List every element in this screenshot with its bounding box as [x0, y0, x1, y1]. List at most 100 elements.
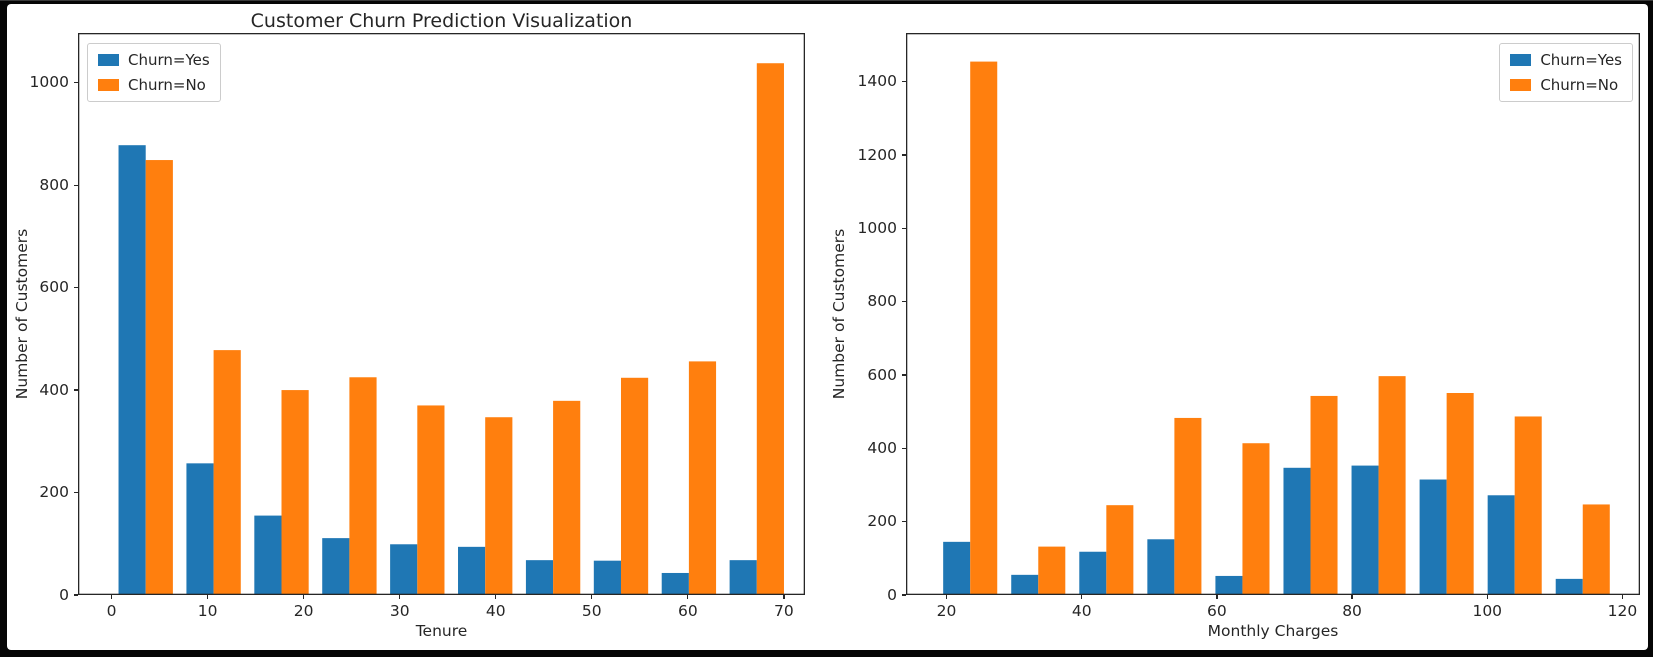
- y-tick: [74, 82, 78, 84]
- legend-label-churn-yes: Churn=Yes: [128, 51, 210, 69]
- y-tick-label: 200: [867, 512, 897, 531]
- x-tick-label: 60: [1207, 601, 1227, 620]
- y-tick: [74, 491, 78, 494]
- bar-churn-yes: [943, 541, 971, 595]
- x-tick-label: 80: [1342, 601, 1362, 620]
- bar-churn-no: [553, 400, 581, 595]
- legend-swatch-churn-yes: [1510, 54, 1532, 66]
- y-tick: [902, 521, 906, 523]
- y-tick: [902, 374, 906, 376]
- x-tick-label: 0: [106, 601, 117, 620]
- bar-churn-no: [1310, 395, 1338, 595]
- y-tick-label: 800: [39, 175, 69, 194]
- legend-swatch-churn-no: [1510, 79, 1532, 91]
- y-tick: [74, 389, 78, 391]
- x-axis-label-tenure: Tenure: [415, 622, 468, 640]
- bar-churn-yes: [1011, 574, 1039, 595]
- right-chart-plot: [906, 33, 1640, 595]
- x-tick: [1351, 595, 1353, 599]
- bar-churn-no: [1106, 505, 1134, 595]
- bar-churn-no: [1446, 393, 1474, 595]
- x-axis-label-monthly-charges: Monthly Charges: [1207, 622, 1339, 640]
- bar-churn-yes: [322, 538, 350, 595]
- bar-churn-yes: [1079, 551, 1107, 595]
- y-tick: [902, 154, 906, 156]
- x-tick: [687, 595, 689, 599]
- bar-churn-no: [281, 390, 309, 595]
- legend-entry-churn-no: Churn=No: [98, 76, 210, 94]
- y-axis-label-left: Number of Customers: [13, 228, 31, 400]
- bar-churn-yes: [186, 463, 214, 595]
- bar-churn-yes: [1555, 578, 1583, 595]
- x-tick-label: 40: [1071, 601, 1092, 620]
- bar-churn-yes: [254, 515, 282, 595]
- bar-churn-no: [688, 361, 717, 595]
- x-tick-label: 50: [581, 601, 602, 620]
- legend-swatch-churn-yes: [98, 54, 119, 66]
- x-tick: [399, 595, 401, 599]
- legend-label-churn-yes: Churn=Yes: [1540, 51, 1622, 69]
- bar-churn-no: [349, 377, 377, 595]
- figure-canvas: Customer Churn Prediction Visualization …: [7, 4, 1648, 650]
- y-tick: [902, 594, 906, 596]
- bar-churn-no: [417, 405, 445, 595]
- x-tick-label: 60: [677, 601, 698, 620]
- bar-churn-yes: [1215, 575, 1243, 595]
- y-tick: [902, 81, 906, 83]
- bar-churn-yes: [729, 560, 757, 595]
- y-tick-label: 1200: [857, 145, 897, 164]
- y-tick-label: 800: [867, 292, 897, 311]
- bar-churn-no: [1514, 416, 1542, 595]
- x-tick-label: 120: [1607, 601, 1638, 620]
- y-tick-label: 0: [59, 585, 69, 604]
- left-chart-plot: [78, 33, 805, 595]
- legend-left-chart: Churn=Yes Churn=No: [87, 43, 221, 102]
- x-tick-label: 10: [197, 601, 218, 620]
- bar-churn-no: [1242, 443, 1270, 595]
- y-tick: [74, 184, 78, 186]
- bar-churn-yes: [1419, 479, 1447, 595]
- x-tick-label: 30: [389, 601, 410, 620]
- y-tick: [902, 227, 906, 230]
- left-chart-axes: Churn=Yes Churn=No: [78, 33, 805, 595]
- x-tick-label: 40: [485, 601, 506, 620]
- y-tick-label: 600: [39, 278, 69, 297]
- bar-churn-yes: [1351, 465, 1379, 595]
- legend-entry-churn-no: Churn=No: [1510, 76, 1622, 94]
- bar-churn-no: [1582, 504, 1610, 595]
- y-tick: [74, 594, 78, 596]
- legend-swatch-churn-no: [98, 79, 119, 91]
- y-tick: [902, 447, 906, 449]
- y-tick-label: 200: [39, 483, 69, 502]
- bar-churn-yes: [525, 560, 554, 595]
- bar-churn-no: [1038, 546, 1066, 595]
- x-tick: [591, 595, 593, 599]
- legend-entry-churn-yes: Churn=Yes: [98, 51, 210, 69]
- y-tick-label: 600: [867, 365, 897, 384]
- axes-frame: [906, 33, 1640, 595]
- bar-churn-no: [145, 160, 173, 595]
- x-tick: [1216, 595, 1218, 599]
- x-tick: [495, 595, 497, 599]
- bar-churn-yes: [661, 572, 689, 595]
- x-tick: [1486, 595, 1488, 599]
- legend-entry-churn-yes: Churn=Yes: [1510, 51, 1622, 69]
- bar-churn-yes: [593, 560, 621, 595]
- bar-churn-no: [213, 350, 241, 595]
- y-tick: [74, 286, 78, 289]
- x-tick: [110, 595, 113, 599]
- bar-churn-no: [1378, 376, 1406, 595]
- y-tick: [902, 301, 906, 303]
- bar-churn-yes: [1283, 467, 1311, 595]
- legend-label-churn-no: Churn=No: [128, 76, 206, 94]
- x-tick-label: 100: [1472, 601, 1503, 620]
- chart-title: Customer Churn Prediction Visualization: [250, 10, 633, 32]
- legend-label-churn-no: Churn=No: [1540, 76, 1619, 94]
- x-tick: [1621, 595, 1624, 599]
- x-tick: [945, 595, 948, 599]
- bar-churn-yes: [118, 145, 146, 595]
- x-tick: [206, 595, 209, 599]
- x-tick-label: 70: [773, 601, 794, 620]
- bar-churn-no: [620, 377, 649, 595]
